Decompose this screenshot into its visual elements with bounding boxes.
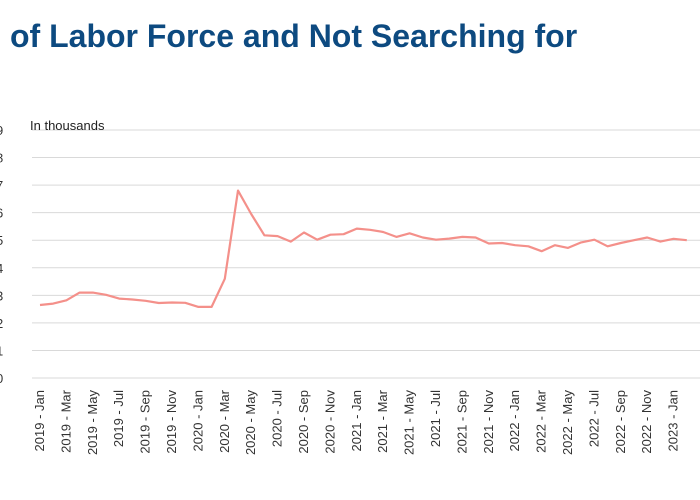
y-tick-label: 6	[0, 206, 3, 221]
x-tick-label: 2023 - Jan	[666, 390, 681, 451]
series-line	[39, 189, 687, 308]
x-tick-label: 2020 - Sep	[296, 390, 311, 454]
y-tick-label: 0	[0, 371, 3, 386]
x-tick-label: 2022 - Jul	[586, 390, 601, 447]
x-tick-label: 2019 - Mar	[58, 389, 73, 453]
x-tick-label: 2020 - Nov	[322, 390, 337, 454]
x-tick-label: 2022 - Mar	[534, 389, 549, 453]
y-tick-label: 5	[0, 233, 3, 248]
x-tick-label: 2020 - Mar	[217, 389, 232, 453]
x-tick-label: 2021 - May	[402, 390, 417, 456]
x-tick-label: 2020 - May	[243, 390, 258, 456]
y-tick-label: 1	[0, 343, 3, 358]
y-tick-labels: 0 1 2 3 4 5 6 7 8 9	[0, 123, 3, 386]
x-tick-label: 2021 - Mar	[375, 389, 390, 453]
x-tick-label: 2020 - Jul	[270, 390, 285, 447]
y-tick-label: 4	[0, 261, 3, 276]
x-tick-label: 2019 - Jul	[111, 390, 126, 447]
x-tick-label: 2022 - Jan	[507, 390, 522, 451]
x-tick-label: 2022 - Sep	[613, 390, 628, 454]
x-tick-label: 2020 - Jan	[190, 390, 205, 451]
x-tick-label: 2021 - Jan	[349, 390, 364, 451]
x-tick-label: 2022 - May	[560, 390, 575, 456]
x-tick-label: 2021 - Nov	[481, 390, 496, 454]
y-tick-label: 8	[0, 151, 3, 166]
x-tick-label: 2019 - Jan	[32, 390, 47, 451]
y-tick-label: 7	[0, 178, 3, 193]
series-lines	[39, 189, 687, 308]
unit-label: In thousands	[30, 118, 105, 133]
x-tick-label: 2021 - Sep	[454, 390, 469, 454]
x-tick-label: 2021 - Jul	[428, 390, 443, 447]
x-tick-label: 2019 - Nov	[164, 390, 179, 454]
y-tick-label: 2	[0, 316, 3, 331]
grid-lines	[32, 129, 700, 379]
x-tick-label: 2022 - Nov	[639, 390, 654, 454]
y-tick-label: 9	[0, 123, 3, 138]
chart-title: of Labor Force and Not Searching for	[10, 18, 578, 54]
x-tick-labels: 2019 - Jan 2019 - Mar 2019 - May 2019 - Jul…	[32, 389, 681, 455]
x-tick-label: 2019 - Sep	[138, 390, 153, 454]
y-tick-label: 3	[0, 288, 3, 303]
x-tick-label: 2019 - May	[85, 390, 100, 456]
